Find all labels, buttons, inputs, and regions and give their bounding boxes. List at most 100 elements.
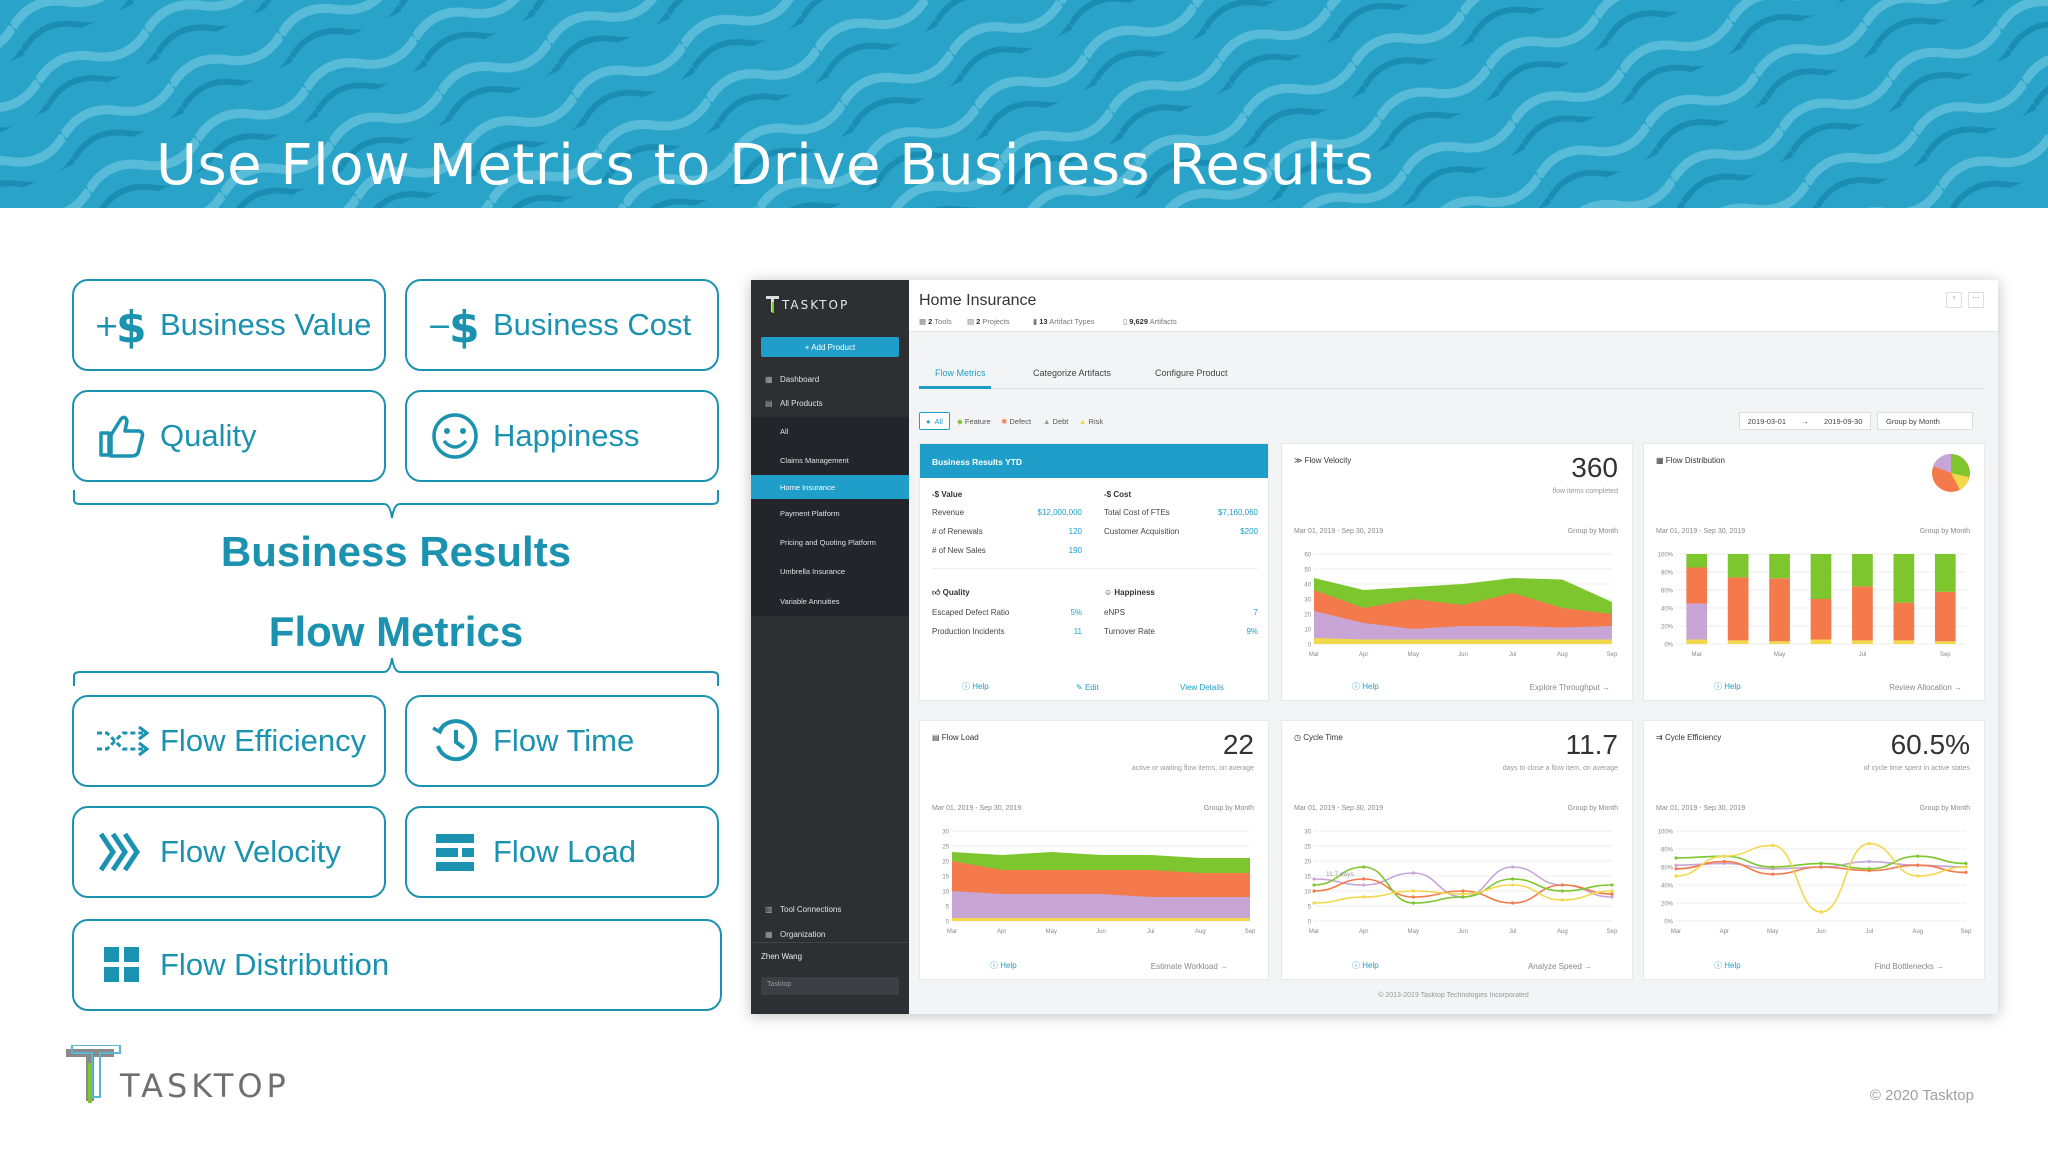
business-value-box: + $ Business Value bbox=[72, 279, 386, 371]
escaped-defect-label: Escaped Defect Ratio bbox=[932, 608, 1010, 617]
line-point bbox=[1674, 867, 1678, 871]
area-series-2 bbox=[1314, 611, 1612, 644]
bar-segment bbox=[1686, 554, 1708, 568]
add-product-button[interactable]: + Add Product bbox=[761, 337, 899, 357]
br-help-link[interactable]: ⓘ Help bbox=[962, 682, 989, 691]
chevrons-icon bbox=[92, 822, 152, 882]
x-tick-label: Apr bbox=[1359, 929, 1368, 935]
tab-configure-product[interactable]: Configure Product bbox=[1155, 368, 1228, 378]
product-pricing[interactable]: Pricing and Quoting Platform bbox=[751, 528, 909, 557]
bar-segment bbox=[1810, 639, 1832, 644]
app-brand: TASKTOP bbox=[765, 294, 865, 319]
product-umbrella[interactable]: Umbrella Insurance bbox=[751, 557, 909, 586]
bar-segment bbox=[1727, 577, 1749, 641]
filter-debt[interactable]: ▲ Debt bbox=[1043, 416, 1069, 426]
user-name[interactable]: Zhen Wang bbox=[761, 952, 803, 961]
product-claims[interactable]: Claims Management bbox=[751, 446, 909, 475]
calendar-button[interactable]: ▫ bbox=[1946, 292, 1962, 308]
efficiency-help-link[interactable]: ⓘ Help bbox=[1714, 961, 1741, 970]
x-tick-label: Jun bbox=[1096, 929, 1106, 935]
filter-feature[interactable]: ◆ Feature bbox=[957, 416, 991, 426]
x-tick-label: Jul bbox=[1509, 929, 1517, 935]
y-tick-label: 0 bbox=[1308, 643, 1312, 649]
bar-segment bbox=[1810, 554, 1832, 599]
y-tick-label: 60% bbox=[1661, 589, 1674, 595]
load-range: Mar 01, 2019 - Sep 30, 2019 bbox=[932, 805, 1022, 812]
product-all[interactable]: All bbox=[751, 417, 909, 446]
y-tick-label: 50 bbox=[1304, 568, 1311, 574]
org-select[interactable]: Tasktop bbox=[761, 977, 899, 995]
cycle-time-help-link[interactable]: ⓘ Help bbox=[1352, 961, 1379, 970]
y-tick-label: 20% bbox=[1661, 625, 1674, 631]
br-edit-link[interactable]: ✎ Edit bbox=[1076, 683, 1099, 692]
x-tick-label: Jun bbox=[1458, 929, 1468, 935]
filter-all[interactable]: ● All bbox=[919, 412, 950, 430]
bar-segment bbox=[1852, 554, 1873, 587]
velocity-action-link[interactable]: Explore Throughput → bbox=[1529, 683, 1610, 692]
line-point bbox=[1411, 895, 1415, 899]
quality-small-icon: 👍︎ bbox=[932, 588, 943, 597]
y-tick-label: 15 bbox=[1304, 875, 1311, 881]
business-results-header: Business Results YTD bbox=[920, 444, 1268, 478]
svg-text:$: $ bbox=[449, 302, 480, 350]
bar-segment bbox=[1769, 641, 1790, 644]
x-tick-label: Jun bbox=[1458, 652, 1468, 658]
y-tick-label: 15 bbox=[942, 875, 949, 881]
business-brace bbox=[73, 490, 719, 519]
y-tick-label: 25 bbox=[1304, 845, 1311, 851]
quality-title: 👍︎ Quality bbox=[932, 588, 970, 597]
y-tick-label: 100% bbox=[1658, 830, 1674, 836]
line-point bbox=[1560, 889, 1564, 893]
bar-segment bbox=[1934, 554, 1956, 592]
x-tick-label: Jul bbox=[1509, 652, 1517, 658]
line-point bbox=[1461, 892, 1465, 896]
cycle-time-annotation: 11.7 days bbox=[1326, 871, 1354, 878]
title-banner: Use Flow Metrics to Drive Business Resul… bbox=[0, 0, 2048, 208]
product-home-insurance[interactable]: Home Insurance bbox=[751, 475, 909, 499]
y-tick-label: 40 bbox=[1304, 583, 1311, 589]
date-range-picker[interactable]: 2019-03-01 → 2019-09-30 bbox=[1739, 412, 1871, 430]
line-point bbox=[1511, 901, 1515, 905]
page-title: Home Insurance bbox=[919, 292, 1037, 309]
smiley-icon bbox=[425, 406, 485, 466]
group-by-select[interactable]: Group by Month bbox=[1877, 412, 1973, 430]
new-sales-value: 190 bbox=[1068, 546, 1082, 555]
happiness-label: Happiness bbox=[493, 418, 640, 453]
br-view-details-link[interactable]: View Details bbox=[1180, 683, 1224, 692]
turnover-label: Turnover Rate bbox=[1104, 627, 1155, 636]
efficiency-action-link[interactable]: Find Bottlenecks → bbox=[1874, 962, 1944, 971]
tab-flow-metrics[interactable]: Flow Metrics bbox=[935, 368, 986, 378]
y-tick-label: 0% bbox=[1664, 920, 1673, 926]
load-help-link[interactable]: ⓘ Help bbox=[990, 961, 1017, 970]
cycle-time-action-link[interactable]: Analyze Speed → bbox=[1527, 962, 1592, 971]
product-annuities[interactable]: Variable Annuities bbox=[751, 586, 909, 616]
distribution-help-link[interactable]: ⓘ Help bbox=[1714, 682, 1741, 691]
nav-dashboard[interactable]: ▦ Dashboard bbox=[765, 374, 820, 384]
happiness-box: Happiness bbox=[405, 390, 719, 482]
wave-pattern bbox=[0, 0, 2048, 208]
tab-categorize-artifacts[interactable]: Categorize Artifacts bbox=[1033, 368, 1112, 378]
distribution-action-link[interactable]: Review Allocation → bbox=[1889, 683, 1962, 692]
new-sales-label: # of New Sales bbox=[932, 546, 986, 555]
line-point bbox=[1867, 867, 1871, 871]
nav-tool-connections[interactable]: ▥ Tool Connections bbox=[765, 904, 842, 914]
nav-organization[interactable]: ▦ Organization bbox=[765, 929, 826, 939]
velocity-chart: 60 50 40 30 20 10 0 Mar Apr May Jun Jul Aug Sep bbox=[1304, 553, 1618, 659]
area-series-2 bbox=[952, 891, 1250, 921]
nav-all-products[interactable]: ▤ All Products bbox=[765, 398, 823, 408]
more-button[interactable]: ··· bbox=[1968, 292, 1984, 308]
y-tick-label: 60 bbox=[1304, 553, 1311, 559]
line-point bbox=[1312, 901, 1316, 905]
filter-defect[interactable]: ✱ Defect bbox=[1001, 416, 1032, 426]
load-action-link[interactable]: Estimate Workload → bbox=[1150, 962, 1228, 971]
product-payment[interactable]: Payment Platform bbox=[751, 499, 909, 528]
quality-label: Quality bbox=[160, 418, 257, 453]
incidents-value: 11 bbox=[1073, 627, 1082, 636]
velocity-help-link[interactable]: ⓘ Help bbox=[1352, 682, 1379, 691]
incidents-label: Production Incidents bbox=[932, 627, 1005, 636]
flow-velocity-label: Flow Velocity bbox=[160, 834, 341, 869]
y-tick-label: 20% bbox=[1661, 902, 1674, 908]
line-point bbox=[1964, 861, 1968, 865]
x-tick-label: Mar bbox=[947, 929, 957, 935]
filter-risk[interactable]: ▲ Risk bbox=[1079, 416, 1104, 426]
